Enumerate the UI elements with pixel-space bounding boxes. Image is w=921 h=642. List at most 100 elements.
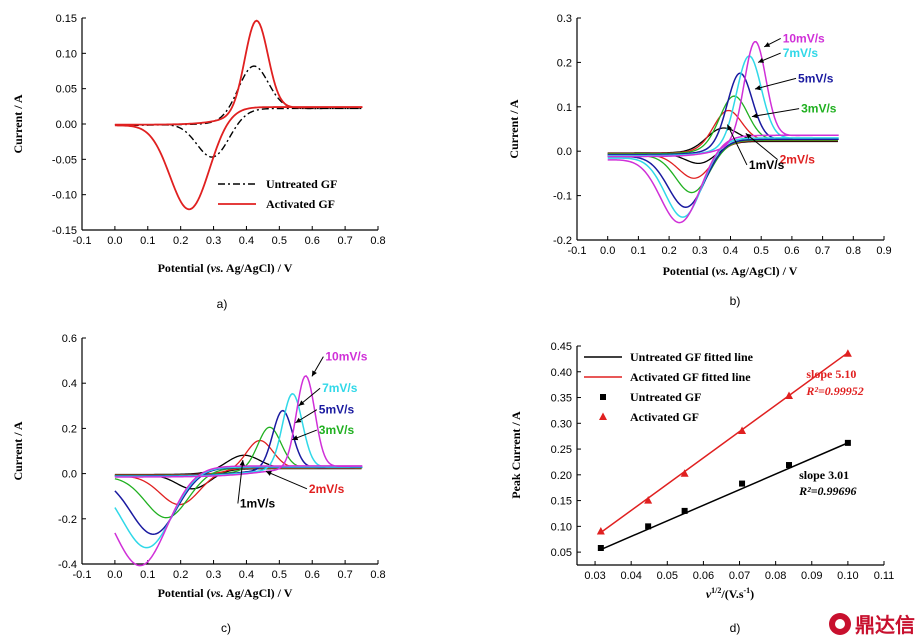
y-tick-label: -0.4 (58, 559, 77, 571)
y-tick-label: 0.2 (557, 57, 572, 69)
annotation-arrow-head (265, 471, 272, 476)
y-tick-label: 0.1 (557, 102, 572, 114)
panel-c-cv-activated-scan-rates: -0.1 0.0 0.1 0.2 0.3 0.4 0.5 0.6 0.7 0.8 -0.4 -0.2 0… (11, 333, 386, 635)
annotation-arrow-line (265, 470, 308, 490)
x-tick-label: -0.1 (73, 569, 92, 581)
annotation-arrow-head (751, 113, 758, 119)
y-tick-label: 0.0 (62, 469, 77, 481)
legend-swatch (600, 394, 606, 400)
r-squared-label: R²=0.99696 (798, 484, 856, 498)
panel-label: b) (730, 294, 741, 308)
x-tick-label: 0.2 (661, 245, 676, 257)
y-axis-title: Peak Current / A (509, 411, 523, 499)
panel-a-cv-untreated-vs-activated: -0.1 0.0 0.1 0.2 0.3 0.4 0.5 0.6 0.7 0.8 -0.15 -0.1… (11, 13, 386, 311)
panel-label: c) (221, 621, 231, 635)
scan-rate-label: 3mV/s (801, 102, 837, 116)
annotation-arrow-head (764, 42, 771, 47)
data-point-untreated (786, 462, 793, 469)
data-point-activated (596, 527, 605, 535)
x-tick-label: 0.0 (600, 245, 615, 257)
annotation-arrow-line (237, 459, 244, 504)
annotation-arrow-head (298, 400, 305, 406)
data-point-untreated (645, 523, 652, 530)
x-axis-title: v1/2/(V.s-1) (706, 586, 754, 601)
y-tick-label: 0.0 (557, 146, 572, 158)
data-point-untreated (681, 507, 688, 514)
x-tick-label: -0.1 (73, 235, 92, 247)
x-tick-label: 0.1 (631, 245, 646, 257)
y-tick-label: -0.2 (58, 514, 77, 526)
cv-curve-2mv-s (607, 109, 838, 179)
panel-d-peak-current-vs-sqrt-scan-rate: 0.03 0.04 0.05 0.06 0.07 0.08 0.09 0.10 0.11 0.05… (509, 341, 894, 635)
x-tick-label: 0.2 (173, 569, 188, 581)
y-tick-label: 0.10 (56, 48, 77, 60)
panel-b-cv-untreated-scan-rates: -0.1 0.0 0.1 0.2 0.3 0.4 0.5 0.6 0.7 0.8 0.9-0.2-0… (507, 13, 892, 308)
x-tick-label: 0.03 (584, 570, 605, 582)
x-tick-label: 0.3 (692, 245, 707, 257)
scan-rate-label: 5mV/s (319, 403, 355, 417)
legend-label: Untreated GF (630, 390, 701, 404)
y-tick-label: 0.3 (557, 13, 572, 25)
x-tick-label: 0.5 (272, 569, 287, 581)
x-tick-label: 0.4 (723, 245, 738, 257)
scan-rate-label: 10mV/s (783, 31, 825, 45)
x-tick-label: 0.0 (107, 569, 122, 581)
x-tick-label: 0.1 (140, 569, 155, 581)
y-tick-label: 0.30 (551, 418, 572, 430)
data-point-activated (644, 496, 653, 504)
x-tick-label: 0.6 (784, 245, 799, 257)
y-tick-label: 0.4 (62, 378, 77, 390)
panel-label: a) (217, 297, 228, 311)
annotation-arrow-head (295, 417, 302, 423)
x-tick-label: 0.9 (876, 245, 891, 257)
data-point-activated (785, 391, 794, 399)
annotation-arrow-head (745, 133, 752, 139)
annotation-arrow-head (754, 85, 761, 91)
cv-curve-7mv-s (607, 55, 839, 218)
data-point-activated (680, 469, 689, 477)
annotation-arrow-line (726, 124, 748, 166)
r-squared-label: R²=0.99952 (805, 384, 863, 398)
annotation-arrow-head (727, 124, 733, 131)
y-tick-label: 0.35 (551, 393, 572, 405)
x-tick-label: 0.4 (239, 235, 254, 247)
x-tick-label: 0.7 (815, 245, 830, 257)
fitted-line-activated (600, 352, 849, 534)
annotation-arrow-head (292, 435, 299, 441)
x-tick-label: 0.09 (801, 570, 822, 582)
x-tick-label: 0.8 (370, 569, 385, 581)
annotation-arrow-head (758, 57, 765, 63)
x-tick-label: 0.06 (693, 570, 714, 582)
scan-rate-label: 5mV/s (798, 71, 834, 85)
data-point-untreated (844, 439, 851, 446)
y-axis-title: Current / A (507, 99, 521, 158)
legend-label: Activated GF fitted line (630, 370, 751, 384)
x-tick-label: 0.0 (107, 235, 122, 247)
y-tick-label: -0.2 (553, 235, 572, 247)
legend-label: Activated GF (266, 197, 335, 211)
cv-curve-5mv-s (607, 72, 839, 209)
slope-label: slope 3.01 (799, 468, 849, 482)
y-axis-title: Current / A (11, 94, 25, 153)
cv-curve-1mv-s (114, 454, 362, 490)
x-tick-label: 0.3 (206, 235, 221, 247)
x-tick-label: 0.05 (657, 570, 678, 582)
x-tick-label: 0.04 (620, 570, 641, 582)
cv-curve-activated-gf (114, 19, 363, 211)
y-tick-label: 0.00 (56, 119, 77, 131)
y-tick-label: 0.05 (56, 84, 77, 96)
scan-rate-label: 7mV/s (322, 381, 358, 395)
x-tick-label: 0.5 (754, 245, 769, 257)
watermark-text: 鼎达信 (855, 613, 915, 637)
slope-label: slope 5.10 (806, 367, 856, 381)
x-tick-label: 0.11 (874, 570, 895, 582)
y-axis-title: Current / A (11, 421, 25, 480)
scan-rate-label: 7mV/s (783, 46, 819, 60)
x-tick-label: 0.10 (837, 570, 858, 582)
y-tick-label: -0.1 (553, 191, 572, 203)
y-tick-label: 0.45 (551, 341, 572, 353)
x-tick-label: 0.8 (846, 245, 861, 257)
panel-label: d) (730, 621, 741, 635)
scan-rate-label: 2mV/s (309, 482, 345, 496)
legend-label: Untreated GF (266, 177, 337, 191)
